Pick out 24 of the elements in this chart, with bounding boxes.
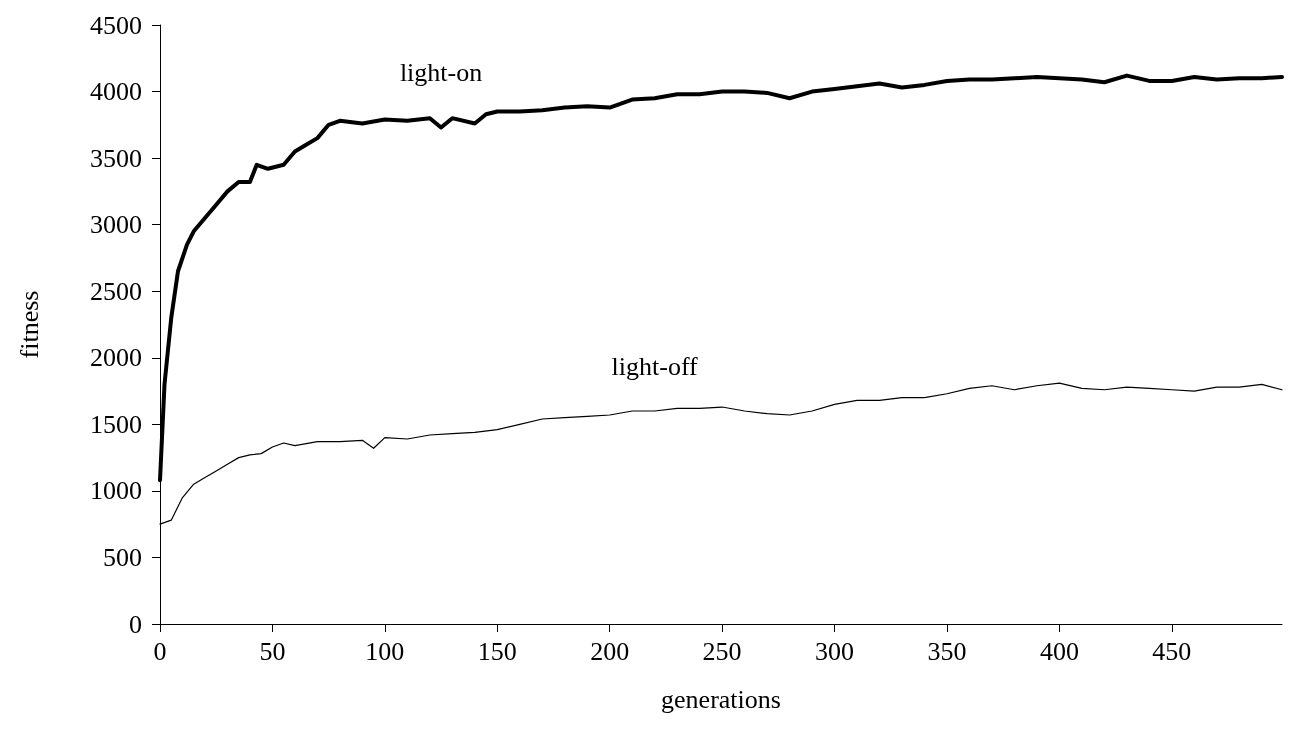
x-tick-label: 150 bbox=[477, 636, 517, 666]
x-tick-label: 200 bbox=[590, 636, 630, 666]
y-tick-label: 500 bbox=[103, 542, 142, 572]
y-tick-label: 3000 bbox=[90, 210, 142, 240]
x-tick-label: 300 bbox=[815, 636, 855, 666]
y-tick-label: 4500 bbox=[90, 10, 142, 40]
y-tick-label: 2500 bbox=[90, 276, 142, 306]
y-axis-title: fitness bbox=[14, 290, 44, 359]
x-tick-label: 100 bbox=[365, 636, 405, 666]
y-tick-label: 1000 bbox=[90, 476, 142, 506]
x-axis-title: generations bbox=[661, 684, 781, 714]
series-label: light-on bbox=[399, 58, 483, 87]
x-tick-label: 400 bbox=[1039, 636, 1079, 666]
x-tick-label: 450 bbox=[1152, 636, 1192, 666]
series-label: light-off bbox=[611, 351, 699, 381]
y-tick-label: 4000 bbox=[90, 77, 142, 107]
y-tick-label: 1500 bbox=[90, 409, 142, 439]
x-tick-label: 0 bbox=[153, 636, 167, 666]
y-tick-label: 3500 bbox=[90, 143, 142, 173]
x-tick-label: 350 bbox=[927, 636, 967, 666]
x-tick-label: 50 bbox=[259, 636, 286, 666]
y-tick-label: 2000 bbox=[90, 343, 142, 373]
x-tick-label: 250 bbox=[702, 636, 742, 666]
y-tick-label: 0 bbox=[129, 609, 142, 639]
